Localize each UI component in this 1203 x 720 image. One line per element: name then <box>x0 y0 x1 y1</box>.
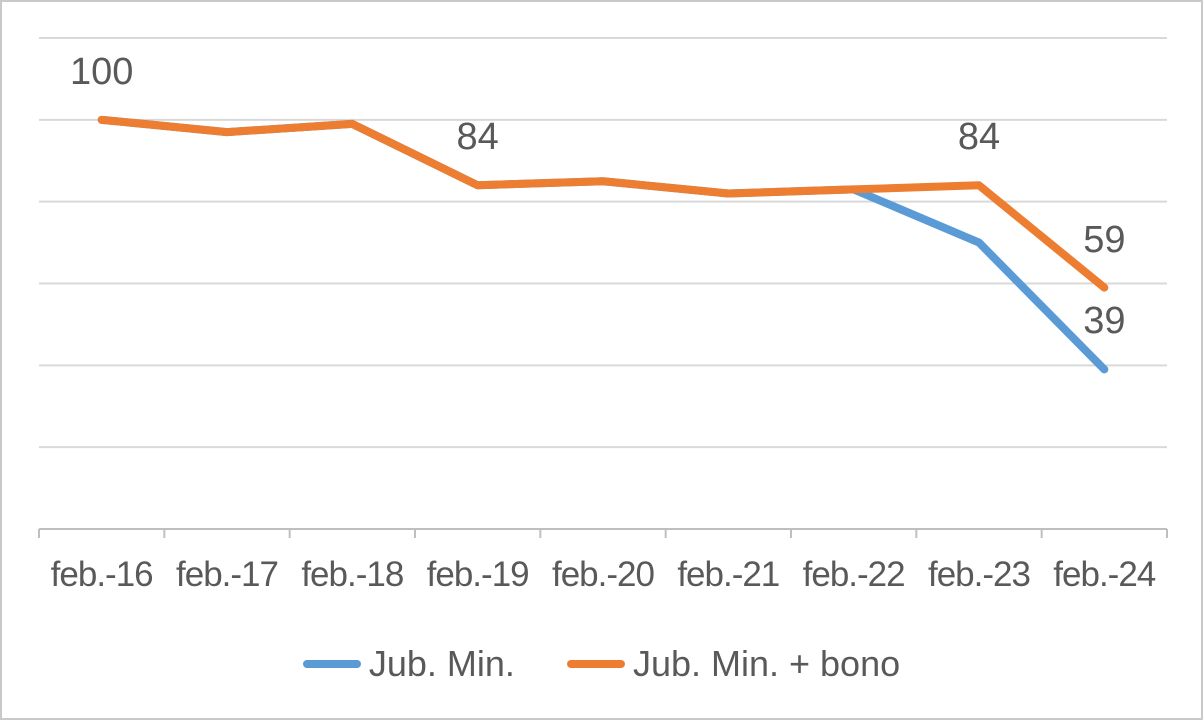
data-label-59: 59 <box>1083 218 1126 261</box>
legend: Jub. Min. Jub. Min. + bono <box>2 643 1201 685</box>
legend-item-jub-min-bono: Jub. Min. + bono <box>566 643 901 685</box>
legend-label-jub-min-bono: Jub. Min. + bono <box>632 643 901 684</box>
legend-line-orange-icon <box>566 660 625 668</box>
x-axis-label-feb-21: feb.-21 <box>677 555 780 594</box>
data-label-39: 39 <box>1083 300 1126 343</box>
x-axis-labels: feb.-16 feb.-17 feb.-18 feb.-19 feb.-20 … <box>39 555 1167 595</box>
x-axis-label-feb-23: feb.-23 <box>927 555 1031 594</box>
x-axis-label-feb-19: feb.-19 <box>426 555 530 594</box>
data-label-84-feb19: 84 <box>456 116 499 159</box>
x-axis-label-feb-18: feb.-18 <box>301 555 404 594</box>
x-axis-label-feb-22: feb.-22 <box>802 555 906 594</box>
series-line-jub-min-bono <box>97 115 1109 292</box>
legend-line-blue-icon <box>302 660 361 668</box>
legend-label-jub-min: Jub. Min. <box>368 643 515 684</box>
x-axis-label-feb-17: feb.-17 <box>176 555 279 594</box>
series-line-jub-min <box>97 115 1109 374</box>
x-axis-label-feb-16: feb.-16 <box>50 555 154 594</box>
x-axis-label-feb-20: feb.-20 <box>551 555 655 594</box>
data-label-100: 100 <box>69 50 134 93</box>
data-label-84-feb23: 84 <box>957 116 1001 159</box>
legend-item-jub-min: Jub. Min. <box>302 643 515 685</box>
x-axis-label-feb-24: feb.-24 <box>1053 555 1156 594</box>
